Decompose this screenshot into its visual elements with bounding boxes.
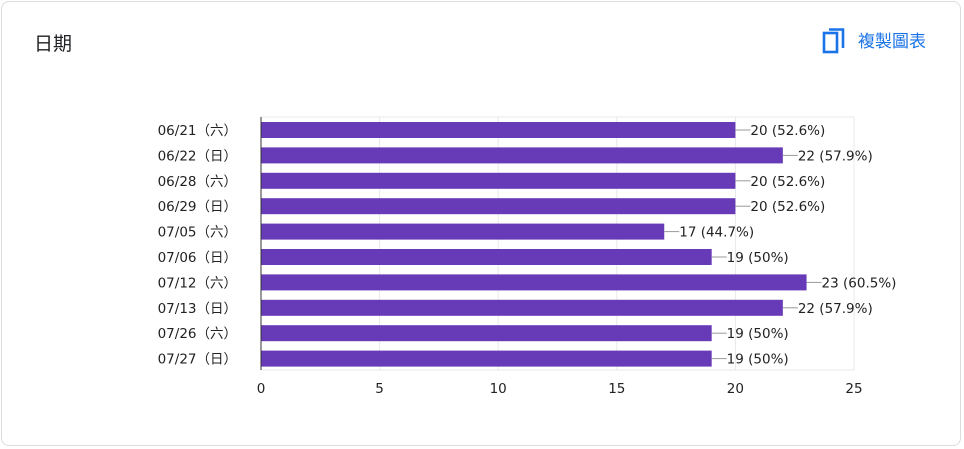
bar (261, 350, 712, 367)
value-label: 19 (50%) (727, 352, 789, 368)
bar (261, 172, 736, 189)
bar (261, 249, 712, 265)
bar (261, 198, 736, 215)
copy-chart-label: 複製圖表 (858, 32, 926, 52)
bar (261, 274, 807, 291)
value-label: 19 (50%) (727, 326, 789, 342)
copy-chart-button[interactable]: 複製圖表 (822, 28, 926, 56)
bar (261, 147, 783, 164)
value-label: 20 (52.6%) (750, 123, 825, 139)
value-label: 22 (57.9%) (798, 148, 873, 164)
bar (261, 299, 783, 316)
chart-title: 日期 (34, 33, 73, 55)
category-label: 07/12（六） (158, 275, 237, 291)
bar (261, 223, 665, 240)
copy-icon (822, 28, 848, 56)
category-label: 06/28（六） (158, 174, 237, 190)
value-label: 23 (60.5%) (822, 275, 897, 291)
category-label: 06/21（六） (158, 123, 237, 139)
x-tick-label: 15 (608, 381, 625, 397)
value-label: 22 (57.9%) (798, 301, 873, 317)
value-label: 20 (52.6%) (750, 199, 825, 215)
category-label: 07/05（六） (158, 225, 237, 241)
x-tick-label: 0 (257, 381, 266, 397)
category-label: 07/06（日） (158, 250, 237, 266)
category-label: 06/29（日） (158, 199, 237, 215)
value-label: 20 (52.6%) (750, 174, 825, 190)
value-label: 19 (50%) (727, 250, 789, 266)
x-tick-label: 10 (490, 381, 507, 397)
category-label: 07/13（日） (158, 301, 237, 317)
value-label: 17 (44.7%) (679, 225, 754, 241)
category-label: 07/26（六） (158, 326, 237, 342)
category-label: 06/22（日） (158, 148, 237, 164)
bar (261, 122, 736, 138)
x-tick-label: 25 (845, 381, 862, 397)
category-label: 07/27（日） (158, 352, 237, 368)
bar (261, 325, 712, 342)
x-tick-label: 5 (375, 381, 384, 397)
x-tick-label: 20 (727, 381, 744, 397)
